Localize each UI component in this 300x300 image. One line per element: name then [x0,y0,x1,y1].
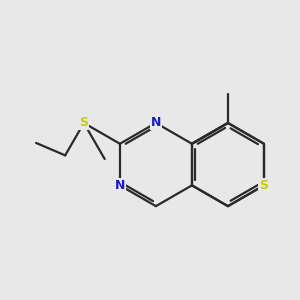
Text: N: N [115,179,125,192]
Text: N: N [151,116,161,130]
Text: S: S [260,179,268,192]
Text: S: S [80,116,88,130]
